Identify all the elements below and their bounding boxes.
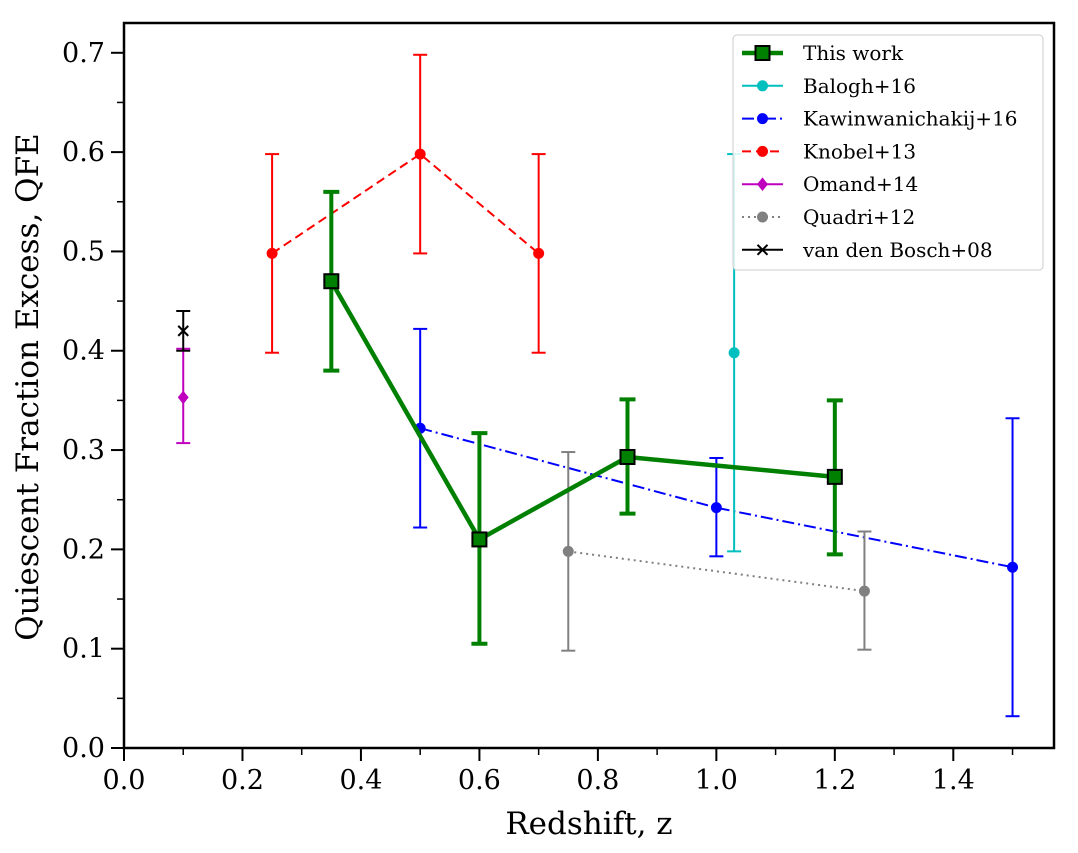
- y-tick-label: 0.3: [62, 435, 105, 466]
- series-this-work: [323, 189, 843, 646]
- data-point: [826, 468, 843, 485]
- legend-label: Knobel+13: [803, 139, 916, 163]
- data-point: [710, 502, 722, 514]
- legend-marker: [757, 177, 768, 192]
- series-line: [271, 152, 540, 255]
- data-point: [728, 347, 740, 359]
- legend-entry: Kawinwanichakij+16: [742, 107, 1018, 131]
- data-point: [619, 449, 636, 466]
- y-axis-label: Quiescent Fraction Excess, QFE: [10, 133, 46, 640]
- series-van-den-bosch-08: [176, 310, 191, 352]
- legend-entry: Omand+14: [742, 172, 918, 196]
- y-tick-label: 0.0: [62, 733, 105, 764]
- legend-entry: This work: [742, 41, 904, 65]
- x-tick-label: 0.0: [103, 765, 146, 796]
- data-point: [858, 585, 870, 597]
- series-line: [419, 427, 1013, 569]
- legend-marker: [757, 80, 768, 92]
- legend-marker: [754, 45, 771, 61]
- y-tick-label: 0.4: [62, 336, 105, 367]
- series-line: [329, 280, 836, 543]
- series-omand-14: [176, 347, 191, 445]
- data-point: [177, 390, 189, 405]
- y-tick-label: 0.6: [62, 137, 105, 168]
- axes: 0.0 0.2 0.4 0.6 0.8 1.0 1.2 1.4 0.0 0.1 0.2 0.3 0.4 0…: [62, 21, 1056, 796]
- data-point: [1007, 561, 1019, 573]
- data-point: [533, 247, 545, 259]
- x-tick-label: 0.6: [458, 765, 501, 796]
- series-quadri-12: [561, 451, 872, 652]
- legend-box: [732, 34, 1044, 271]
- legend-marker: [757, 211, 768, 223]
- data-point: [471, 531, 488, 548]
- series-line: [568, 550, 865, 593]
- x-tick-label: 0.4: [339, 765, 382, 796]
- x-tick-label: 1.0: [695, 765, 738, 796]
- legend-entry: Balogh+16: [742, 74, 916, 98]
- y-tick-label: 0.2: [62, 534, 105, 565]
- series-knobel-13: [265, 53, 546, 354]
- legend-label: Kawinwanichakij+16: [803, 107, 1018, 131]
- legend-marker: [757, 113, 768, 125]
- y-tick-label: 0.1: [62, 634, 105, 665]
- legend-marker: [757, 145, 768, 157]
- x-tick-label: 0.8: [576, 765, 619, 796]
- data-point: [414, 148, 426, 160]
- data-point: [177, 325, 189, 337]
- x-axis-label: Redshift, z: [505, 806, 672, 842]
- legend-label: Balogh+16: [803, 74, 916, 98]
- legend-marker: [756, 244, 769, 256]
- series-kawinwanichakij-16: [413, 327, 1020, 718]
- data-point: [562, 545, 574, 557]
- series-layer: [176, 53, 1020, 718]
- legend-entry: Knobel+13: [742, 139, 916, 163]
- legend-label: Omand+14: [803, 172, 918, 196]
- legend-label: van den Bosch+08: [802, 238, 993, 262]
- legend-label: This work: [803, 41, 904, 65]
- x-tick-label: 1.2: [813, 765, 856, 796]
- legend-label: Quadri+12: [803, 205, 915, 229]
- data-point: [266, 247, 278, 259]
- legend-entry: van den Bosch+08: [742, 238, 993, 262]
- legend-entry: Quadri+12: [742, 205, 915, 229]
- x-tick-label: 0.2: [221, 765, 264, 796]
- axes-frame: [122, 21, 1056, 750]
- legend: This work Balogh+16 Kawinwanichakij+16 Knob…: [732, 34, 1044, 271]
- data-point: [323, 273, 340, 290]
- y-tick-label: 0.5: [62, 236, 105, 267]
- x-tick-label: 1.4: [932, 765, 975, 796]
- y-tick-label: 0.7: [62, 38, 105, 69]
